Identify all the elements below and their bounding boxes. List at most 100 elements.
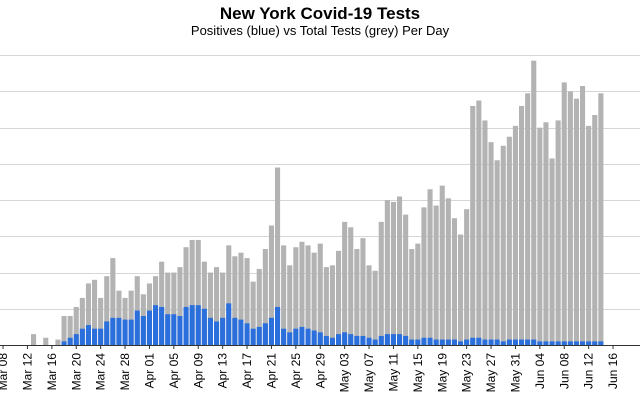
x-tick-label: Mar 16 — [45, 353, 59, 391]
total-bar — [409, 249, 415, 345]
total-bar — [275, 167, 281, 345]
x-tick-label: May 27 — [484, 353, 498, 393]
total-bar — [31, 334, 37, 345]
x-tick-label: May 23 — [460, 353, 474, 393]
positive-bar — [220, 317, 226, 345]
total-bar — [73, 306, 79, 345]
total-bar — [201, 261, 207, 345]
positive-bar — [79, 328, 85, 345]
positive-bar — [433, 339, 439, 345]
total-bar — [183, 247, 189, 345]
positive-bar — [555, 341, 561, 345]
positive-bar — [232, 317, 238, 345]
total-bar — [421, 207, 427, 345]
positive-bar — [153, 305, 159, 345]
total-bar — [55, 339, 61, 345]
total-bar — [348, 227, 354, 345]
positive-bar — [256, 326, 262, 345]
positive-bar — [482, 339, 488, 345]
positive-bar — [561, 341, 567, 345]
x-tick-label: Jun 12 — [582, 353, 596, 389]
total-bar — [567, 91, 573, 346]
total-bar — [500, 145, 506, 345]
positive-bar — [134, 310, 140, 345]
positive-bar — [98, 328, 104, 345]
total-bar — [342, 221, 348, 345]
total-bar — [293, 247, 299, 345]
x-tick-label: Apr 09 — [191, 353, 205, 389]
total-bar — [390, 201, 396, 345]
total-bar — [458, 234, 464, 345]
positive-bar — [519, 339, 525, 345]
positive-bar — [317, 332, 323, 345]
total-bar — [104, 276, 110, 345]
total-bar — [397, 196, 403, 345]
positive-bar — [403, 335, 409, 345]
x-tick-label: Apr 29 — [313, 353, 327, 389]
positive-bar — [506, 339, 512, 345]
positive-bar — [439, 339, 445, 345]
total-bar — [378, 221, 384, 345]
total-bar — [561, 82, 567, 345]
x-tick-label: Apr 13 — [216, 353, 230, 389]
total-bar — [488, 142, 494, 345]
positive-bar — [146, 310, 152, 345]
total-bar — [92, 279, 98, 345]
total-bar — [214, 267, 220, 345]
positive-bar — [470, 337, 476, 345]
positive-bar — [360, 335, 366, 345]
positive-bar — [543, 341, 549, 345]
x-tick-label: Jun 16 — [606, 353, 620, 389]
total-bar — [262, 249, 268, 345]
total-bar — [494, 160, 500, 345]
total-bar — [336, 250, 342, 345]
total-bar — [476, 100, 482, 345]
positive-bar — [140, 316, 146, 345]
x-tick-label: Apr 01 — [142, 353, 156, 389]
positive-bar — [397, 334, 403, 345]
total-bar — [555, 120, 561, 345]
total-bar — [171, 272, 177, 345]
positive-bar — [238, 319, 244, 345]
positive-bar — [531, 339, 537, 345]
positive-bar — [323, 335, 329, 345]
x-tick-label: Mar 12 — [20, 353, 34, 391]
total-bar — [506, 136, 512, 345]
positive-bar — [537, 341, 543, 345]
x-tick-label: Apr 05 — [167, 353, 181, 389]
total-bar — [207, 272, 213, 345]
positive-bar — [61, 341, 67, 345]
total-bar — [366, 265, 372, 345]
total-bar — [226, 245, 232, 345]
total-bar — [549, 158, 555, 345]
positive-bar — [110, 317, 116, 345]
positive-bar — [384, 334, 390, 345]
total-bar — [360, 238, 366, 345]
total-bar — [384, 200, 390, 345]
positive-bar — [214, 321, 220, 345]
total-tests-series — [31, 60, 604, 346]
total-bar — [165, 272, 171, 345]
total-bar — [433, 205, 439, 345]
total-bar — [354, 249, 360, 345]
positive-bar — [378, 335, 384, 345]
positive-bar — [92, 328, 98, 345]
positive-bar — [85, 325, 91, 345]
total-bar — [195, 239, 201, 345]
positive-bar — [329, 337, 335, 345]
x-tick-label: Jun 04 — [533, 353, 547, 389]
positive-bar — [415, 339, 421, 345]
total-bar — [580, 86, 586, 345]
positive-bar — [275, 306, 281, 345]
total-bar — [372, 270, 378, 345]
x-tick-label: Jun 08 — [557, 353, 571, 389]
total-bar — [537, 127, 543, 346]
total-bar — [85, 283, 91, 345]
total-bar — [482, 120, 488, 345]
positive-bar — [464, 339, 470, 345]
total-bar — [598, 93, 604, 346]
total-bar — [244, 258, 250, 345]
positive-bar — [183, 306, 189, 345]
total-bar — [110, 258, 116, 345]
